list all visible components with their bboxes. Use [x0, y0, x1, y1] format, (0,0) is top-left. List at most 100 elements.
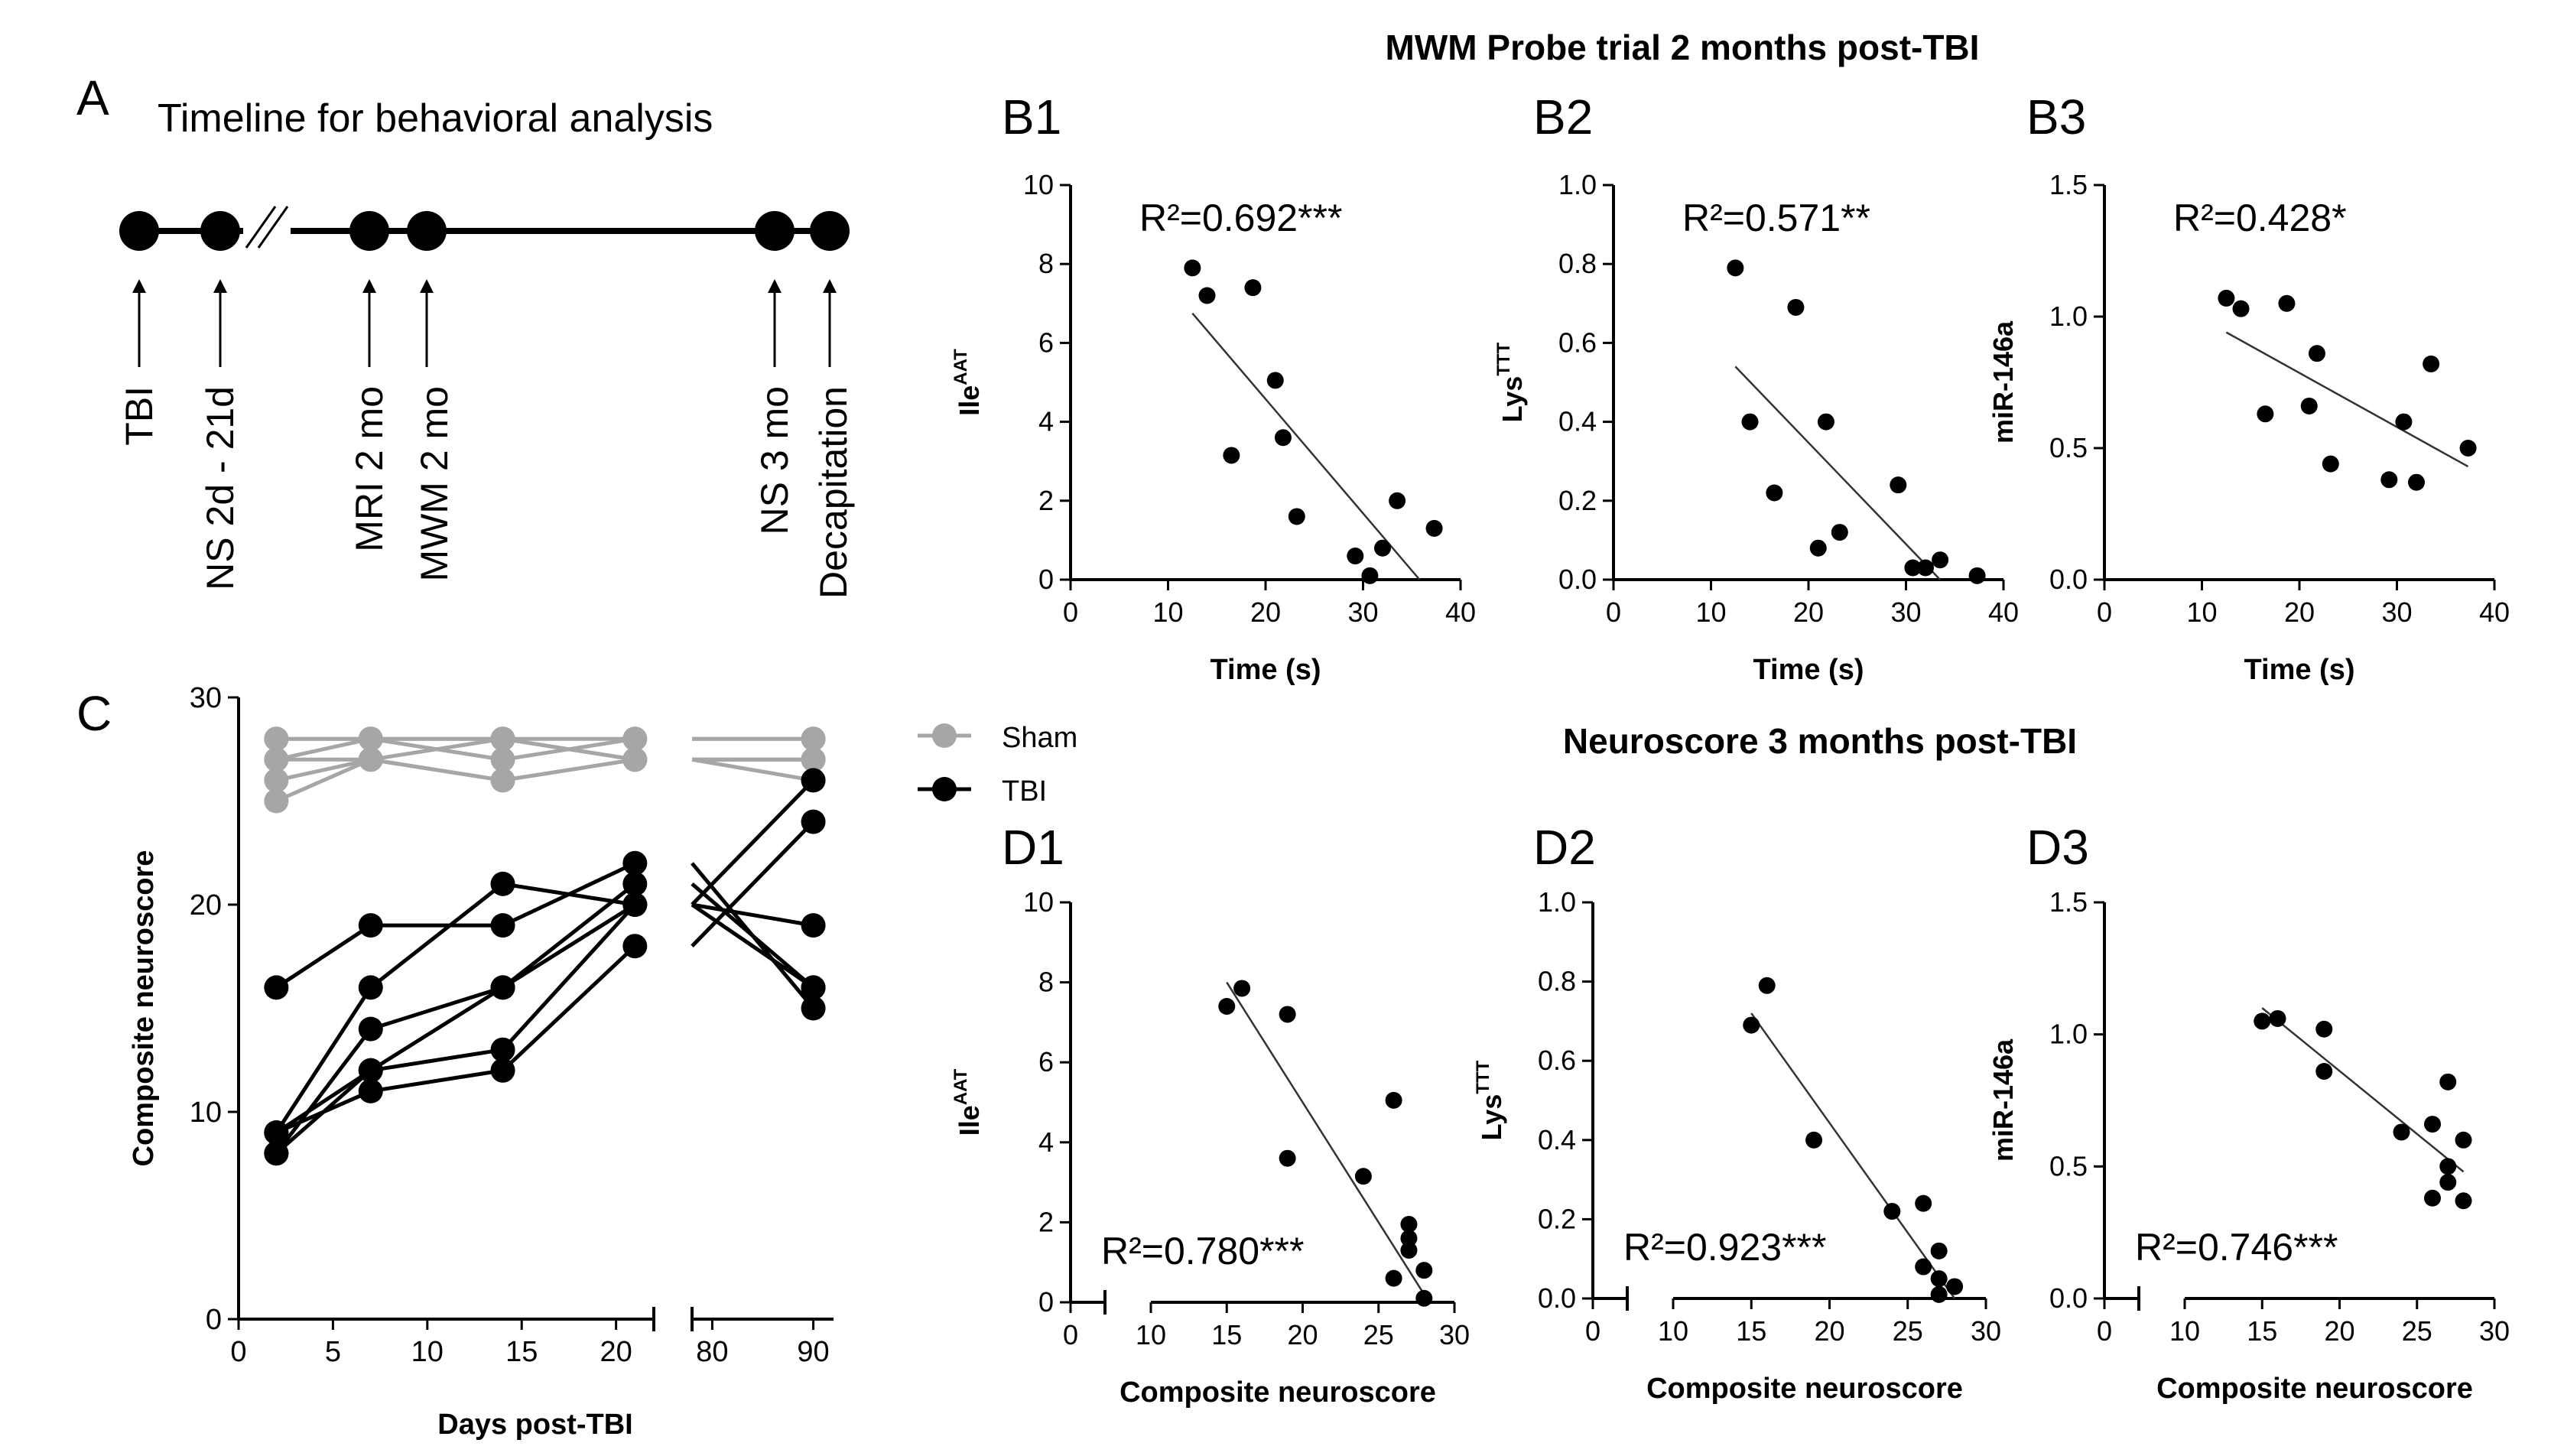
- panel-label-b3: B3: [2026, 89, 2086, 145]
- data-point: [1727, 259, 1743, 276]
- y-tick-label: 2: [1038, 485, 1054, 516]
- data-point: [1805, 1132, 1822, 1149]
- x-tick-label: 0: [1606, 596, 1621, 628]
- data-point: [1766, 484, 1782, 501]
- y-tick-label: 1.0: [2049, 1019, 2088, 1050]
- data-point: [2278, 295, 2295, 312]
- data-point: [2270, 1010, 2286, 1027]
- data-point: [2254, 1012, 2270, 1029]
- x-tick-label: 20: [2324, 1315, 2354, 1347]
- data-point: [1931, 1286, 1948, 1303]
- y-tick-label: 0.4: [1538, 1124, 1576, 1155]
- y-tick-label: 1.0: [2049, 301, 2088, 332]
- y-axis-label: miR-146a: [1987, 320, 2019, 444]
- y-tick-label: 0.0: [1538, 1282, 1576, 1314]
- x-tick-label: 20: [1793, 596, 1824, 628]
- series-line-tbi: [276, 905, 635, 1133]
- mwm-section-title: MWM Probe trial 2 months post-TBI: [1386, 28, 1980, 67]
- y-tick-label: 0.5: [2049, 1150, 2088, 1181]
- x-tick-label: 30: [2381, 596, 2412, 628]
- data-point: [2455, 1192, 2472, 1209]
- x-tick-label: 10: [1695, 596, 1726, 628]
- timeline-event-label: MWM 2 mo: [413, 386, 456, 582]
- data-point: [2424, 1190, 2441, 1207]
- x-axis-label: Composite neuroscore: [2156, 1373, 2473, 1405]
- x-axis-label: Composite neuroscore: [1120, 1376, 1436, 1409]
- data-point-sham: [491, 768, 515, 792]
- data-point: [2218, 290, 2234, 307]
- panel-label-c: C: [76, 686, 112, 741]
- regression-line: [1735, 366, 1940, 580]
- data-point: [1218, 998, 1235, 1015]
- figure: MWM Probe trial 2 months post-TBI Neuros…: [0, 0, 2551, 1456]
- x-tick-label: 10: [1152, 596, 1183, 628]
- data-point-tbi: [801, 913, 826, 938]
- data-point-sham: [622, 747, 647, 772]
- x-tick-label: 10: [2169, 1315, 2200, 1347]
- timeline-point: [810, 211, 850, 251]
- r-squared-annotation: R²=0.571**: [1682, 197, 1870, 239]
- x-tick-label: 15: [1736, 1315, 1766, 1347]
- data-point-sham: [264, 726, 288, 751]
- data-point-tbi: [491, 913, 515, 938]
- x-tick-label: 20: [2284, 596, 2315, 628]
- y-tick-label: 0.8: [1538, 966, 1576, 997]
- y-tick-label: 8: [1038, 967, 1054, 998]
- x-tick-label: 10: [1658, 1315, 1688, 1347]
- x-tick-label: 30: [2479, 1315, 2510, 1347]
- timeline-arrowhead: [213, 279, 227, 293]
- timeline-title: Timeline for behavioral analysis: [158, 96, 713, 141]
- r-squared-annotation: R²=0.692***: [1139, 197, 1342, 239]
- y-axis-label: LysTTT: [1473, 1060, 1507, 1140]
- x-tick-label: 0: [1063, 1319, 1078, 1350]
- x-tick-label: 40: [1445, 596, 1476, 628]
- data-point: [1279, 1150, 1296, 1167]
- x-axis-label: Time (s): [2244, 654, 2354, 686]
- data-point: [1810, 540, 1827, 557]
- r-squared-annotation: R²=0.428*: [2173, 197, 2347, 239]
- data-point-tbi: [359, 913, 383, 938]
- data-point-tbi: [622, 934, 647, 958]
- scatter-chart-d1: 0 10 15 20 25 300246810Composite neuroscoreIl…: [951, 886, 1470, 1409]
- x-tick-label: 10: [1136, 1319, 1166, 1350]
- y-axis-label: LysTTT: [1493, 342, 1528, 422]
- scatter-chart-d3: 0 10 15 20 25 30 0.0 0.5 1.0 1.5 Composite neurosc…: [1987, 886, 2510, 1405]
- x-tick-label: 30: [1439, 1319, 1470, 1350]
- data-point: [2423, 356, 2439, 372]
- y-tick-label: 1.0: [1538, 886, 1576, 918]
- neuro-section-title: Neuroscore 3 months post-TBI: [1563, 721, 2077, 761]
- y-tick-label: 0: [1038, 564, 1054, 595]
- data-point-sham: [359, 726, 383, 751]
- x-axis-label: Days post-TBI: [437, 1409, 632, 1441]
- timeline-event-label: TBI: [118, 386, 161, 446]
- scatter-chart-d2: 0 10 15 20 25 300.00.20.40.60.81.0Composite n…: [1473, 886, 2001, 1405]
- data-point: [2257, 405, 2273, 422]
- y-tick-label: 0.0: [2049, 1282, 2088, 1314]
- data-point: [1759, 977, 1776, 994]
- data-point: [2315, 1021, 2332, 1038]
- data-point: [1946, 1278, 1963, 1295]
- data-point: [2455, 1132, 2472, 1149]
- data-point: [1426, 520, 1443, 537]
- x-tick-label: 25: [1893, 1315, 1923, 1347]
- r-squared-annotation: R²=0.923***: [1623, 1226, 1826, 1269]
- data-point-tbi: [264, 975, 288, 999]
- x-tick-label: 0: [2097, 1315, 2112, 1347]
- y-tick-label: 6: [1038, 327, 1054, 358]
- x-tick-label: 80: [696, 1336, 728, 1368]
- data-point-sham: [264, 789, 288, 814]
- timeline-point: [349, 211, 389, 251]
- y-tick-label: 2: [1038, 1206, 1054, 1237]
- timeline-arrowhead: [420, 279, 434, 293]
- scatter-chart-b3: 0 10 20 30 400.00.51.01.5Time (s)miR-146aR²=…: [1987, 169, 2510, 686]
- data-point: [1389, 492, 1405, 509]
- panel-label-d2: D2: [1533, 820, 1596, 875]
- x-tick-label: 5: [325, 1336, 341, 1368]
- data-point: [1355, 1168, 1372, 1185]
- panel-label-b2: B2: [1533, 89, 1593, 145]
- y-tick-label: 0: [206, 1304, 222, 1336]
- y-axis-label-superscript: TTT: [1473, 1060, 1493, 1094]
- y-tick-label: 4: [1038, 1126, 1054, 1158]
- y-axis-label: IleAAT: [951, 349, 985, 416]
- x-tick-label: 30: [1890, 596, 1921, 628]
